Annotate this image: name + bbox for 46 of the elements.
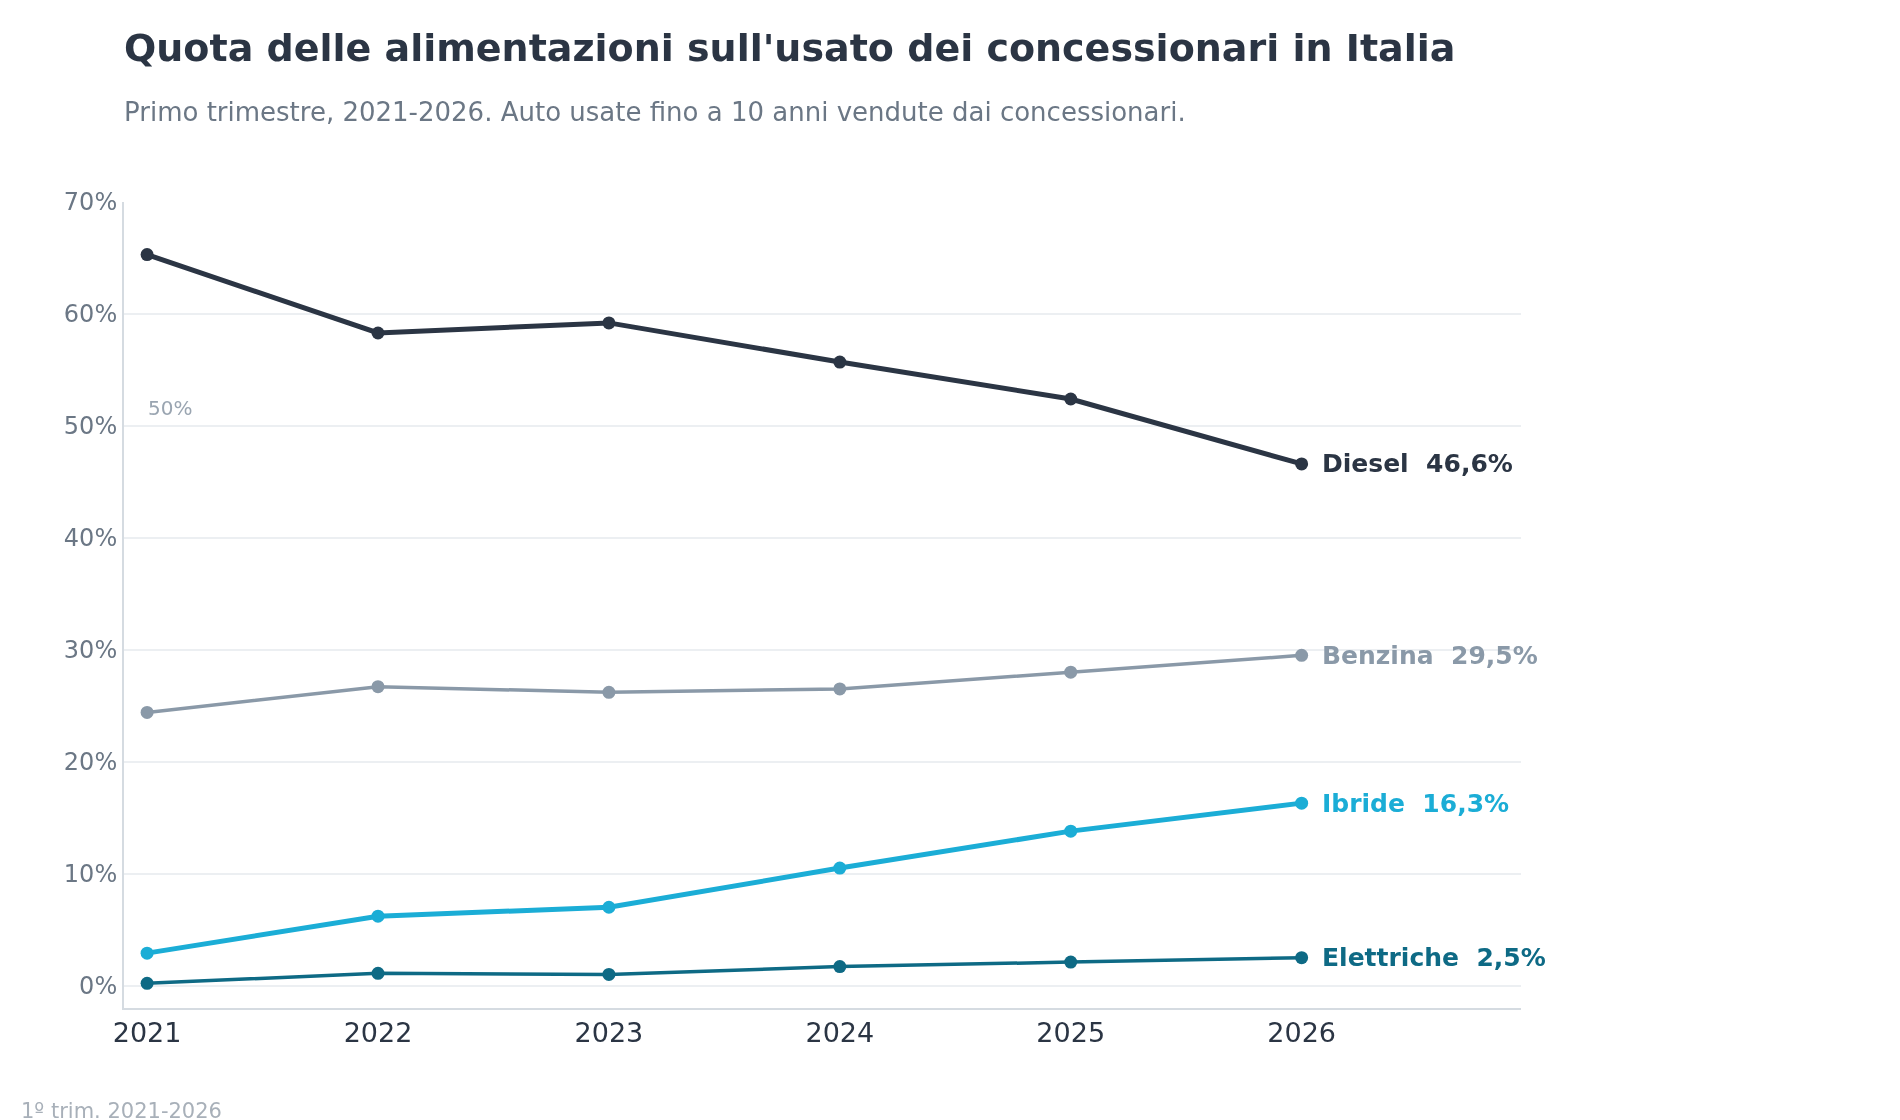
- x-tick-label: 2022: [343, 1017, 413, 1049]
- point: [602, 316, 616, 330]
- x-tick-label: 2023: [574, 1017, 644, 1049]
- x-tick-label: 2021: [112, 1017, 182, 1049]
- text: Benzina 29,5%: [1322, 641, 1538, 670]
- point: [602, 967, 616, 981]
- annotation: 50%: [148, 396, 193, 420]
- x-tick-label: 2024: [805, 1017, 875, 1049]
- point: [140, 946, 154, 960]
- point: [140, 705, 154, 719]
- text: Diesel 46,6%: [1322, 449, 1513, 478]
- y-tick-label: 40%: [63, 524, 118, 553]
- y-tick-label: 50%: [63, 412, 118, 441]
- point: [371, 680, 385, 694]
- point: [602, 685, 616, 699]
- point: [1295, 457, 1309, 471]
- chart-subtitle: Primo trimestre, 2021-2026. Auto usate fino a 10 anni vendute dai concessionari.: [124, 97, 1186, 127]
- point: [371, 966, 385, 980]
- y-tick-label: 0%: [79, 972, 118, 1001]
- point: [140, 976, 154, 990]
- y-tick-label: 30%: [63, 636, 118, 665]
- point: [833, 682, 847, 696]
- y-tick-label: 60%: [63, 300, 118, 329]
- point: [1064, 824, 1078, 838]
- point: [140, 248, 154, 262]
- text: Ibride 16,3%: [1322, 789, 1510, 818]
- point: [1295, 648, 1309, 662]
- y-tick-label: 10%: [63, 860, 118, 889]
- point: [1064, 955, 1078, 969]
- x-tick-label: 2026: [1267, 1017, 1336, 1049]
- point: [1064, 392, 1078, 406]
- point: [1295, 951, 1309, 965]
- y-tick-label: 20%: [63, 748, 118, 777]
- y-tick-label: 70%: [63, 188, 118, 217]
- point: [602, 900, 616, 914]
- point: [833, 861, 847, 875]
- point: [1064, 665, 1078, 679]
- point: [371, 909, 385, 923]
- text: 1º trim. 2021-2026: [21, 1099, 222, 1120]
- point: [1295, 796, 1309, 810]
- text: Elettriche 2,5%: [1322, 943, 1546, 972]
- chart-title: Quota delle alimentazioni sull'usato dei concessionari in Italia: [124, 26, 1456, 71]
- point: [833, 355, 847, 369]
- x-tick-label: 2025: [1036, 1017, 1106, 1049]
- point: [371, 326, 385, 340]
- point: [833, 960, 847, 974]
